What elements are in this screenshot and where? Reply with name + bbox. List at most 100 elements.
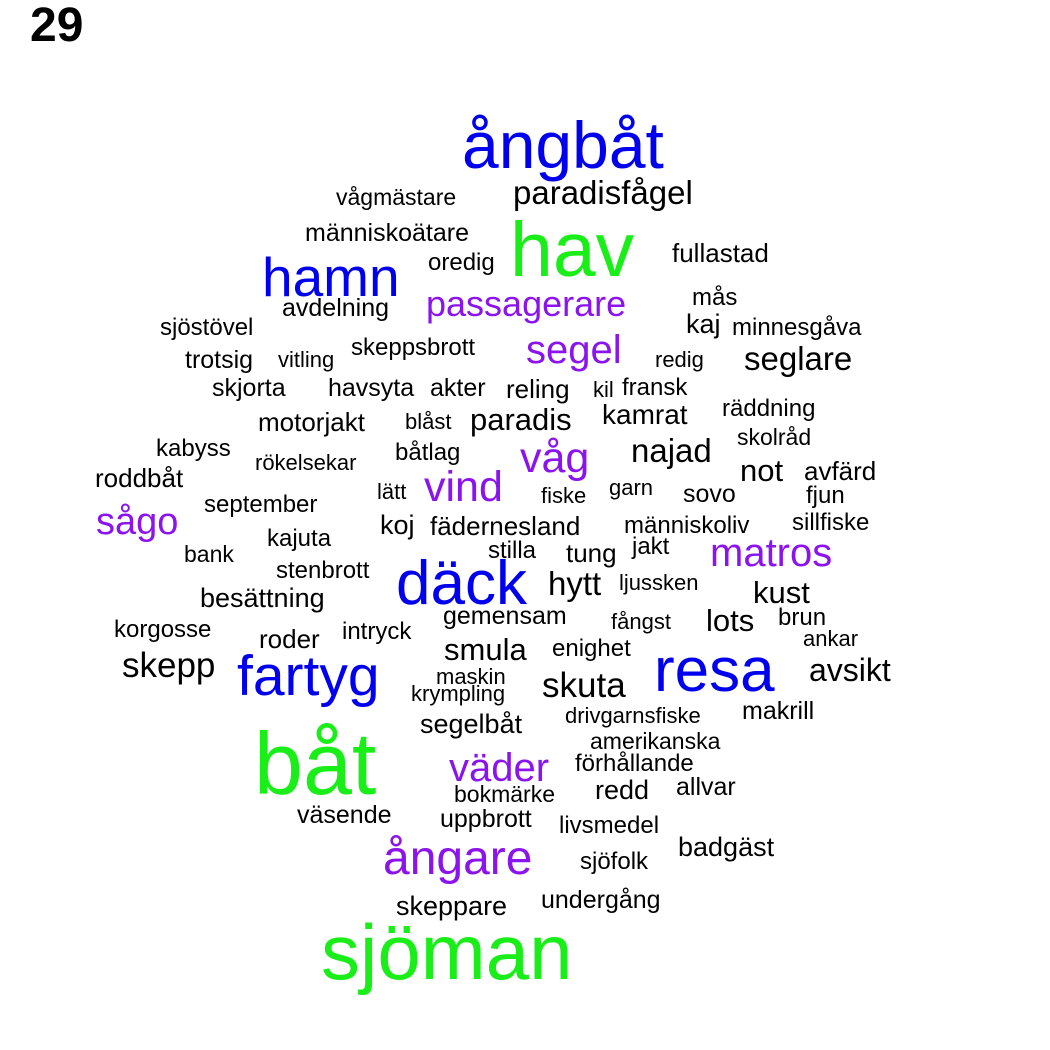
cloud-word: ångbåt [462, 108, 664, 182]
cloud-word: brun [778, 604, 827, 631]
cloud-word: väder [449, 746, 550, 790]
cloud-word: redd [595, 775, 650, 805]
cloud-word: fiske [541, 483, 587, 508]
cloud-word: amerikanska [590, 728, 721, 754]
cloud-word: sågo [96, 501, 179, 543]
cloud-word: lots [706, 603, 755, 638]
cloud-word: skuta [542, 666, 626, 705]
cloud-word: vind [424, 463, 503, 511]
cloud-word: blåst [405, 409, 452, 434]
cloud-word: väsende [297, 801, 392, 829]
cloud-word: bank [184, 541, 234, 567]
cloud-word: stenbrott [276, 557, 370, 584]
cloud-word: segel [526, 328, 622, 372]
cloud-word: hav [510, 207, 635, 293]
cloud-word: trotsig [185, 346, 254, 374]
cloud-word: enighet [552, 635, 631, 662]
cloud-word: stilla [488, 537, 537, 564]
cloud-word: badgäst [678, 832, 775, 862]
cloud-word: fullastad [672, 238, 769, 268]
cloud-word: skeppsbrott [351, 334, 476, 361]
cloud-word: fransk [622, 374, 688, 401]
cloud-word: drivgarnsfiske [565, 703, 701, 728]
cloud-word: avdelning [282, 294, 390, 322]
cloud-word: förhållande [575, 750, 694, 777]
cloud-word: reling [506, 374, 570, 404]
cloud-word: ljussken [619, 570, 699, 595]
cloud-word: mås [692, 284, 738, 311]
cloud-word: ångare [383, 832, 533, 885]
cloud-word: smula [444, 632, 527, 667]
cloud-word: hamn [262, 246, 400, 308]
cloud-word: undergång [541, 886, 661, 914]
cloud-word: korgosse [114, 616, 212, 643]
cloud-word: fångst [611, 609, 671, 634]
cloud-word: sjöman [321, 908, 573, 996]
cloud-word: vågmästare [336, 184, 457, 210]
cloud-word: hytt [548, 565, 602, 602]
cloud-word: paradisfågel [513, 174, 693, 211]
cloud-word: not [740, 453, 784, 488]
cloud-word: resa [654, 636, 775, 705]
cloud-word: skepp [122, 646, 216, 685]
page-number: 29 [30, 0, 84, 52]
cloud-word: matros [710, 531, 833, 575]
cloud-word: najad [631, 432, 712, 469]
cloud-word: fädernesland [430, 511, 581, 541]
cloud-word: skeppare [396, 891, 508, 921]
cloud-word: våg [520, 434, 590, 482]
cloud-word: avsikt [809, 652, 891, 688]
cloud-word: bokmärke [454, 781, 555, 807]
cloud-word: passagerare [426, 283, 627, 324]
cloud-word: seglare [744, 340, 853, 377]
cloud-word: maskin [436, 664, 506, 689]
cloud-word: kabyss [156, 435, 231, 462]
cloud-word: kust [753, 575, 810, 610]
cloud-word: redig [655, 347, 704, 372]
cloud-word: sillfiske [792, 509, 870, 536]
cloud-word: fjun [806, 482, 845, 509]
cloud-word: kil [593, 377, 614, 402]
cloud-word: segelbåt [420, 709, 523, 739]
cloud-word: kajuta [267, 525, 332, 552]
cloud-word: besättning [200, 583, 325, 613]
cloud-word: avfärd [804, 456, 877, 486]
cloud-word: minnesgåva [732, 314, 862, 341]
cloud-word: räddning [722, 395, 816, 422]
cloud-word: roddbåt [95, 463, 184, 493]
cloud-word: sjöstövel [160, 314, 254, 341]
cloud-word: jakt [632, 533, 670, 560]
cloud-word: vitling [278, 347, 335, 372]
cloud-word: sovo [683, 480, 736, 508]
cloud-word: intryck [342, 618, 412, 645]
cloud-word: koj [380, 510, 415, 540]
cloud-word: paradis [470, 402, 572, 437]
cloud-word: havsyta [328, 374, 415, 402]
cloud-word: sjöfolk [580, 848, 649, 875]
cloud-word: tung [566, 538, 617, 568]
cloud-word: krympling [411, 681, 506, 706]
cloud-word: livsmedel [559, 812, 660, 839]
cloud-word: uppbrott [440, 805, 532, 833]
cloud-word: september [204, 491, 318, 518]
cloud-word: gemensam [443, 602, 567, 630]
cloud-word: människoliv [624, 512, 750, 539]
cloud-word: roder [259, 624, 320, 654]
cloud-word: båt [254, 714, 377, 813]
cloud-word: oredig [428, 249, 495, 276]
cloud-word: ankar [803, 626, 859, 651]
cloud-word: kaj [686, 309, 721, 339]
cloud-word: rökelsekar [255, 450, 357, 475]
cloud-word: motorjakt [258, 407, 365, 437]
cloud-word: akter [430, 374, 486, 402]
cloud-word: fartyg [237, 644, 380, 708]
cloud-word: kamrat [602, 399, 688, 430]
cloud-word: allvar [676, 773, 736, 801]
cloud-word: båtlag [395, 439, 461, 466]
cloud-word: skjorta [212, 374, 286, 402]
cloud-word: skolråd [737, 424, 812, 450]
cloud-word: lätt [377, 479, 407, 504]
cloud-word: människoätare [305, 219, 469, 247]
cloud-word: däck [396, 549, 527, 618]
